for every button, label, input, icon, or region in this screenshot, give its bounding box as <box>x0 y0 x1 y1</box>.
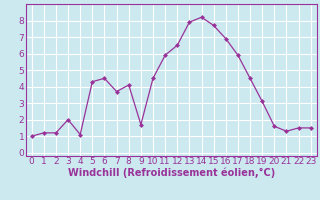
X-axis label: Windchill (Refroidissement éolien,°C): Windchill (Refroidissement éolien,°C) <box>68 168 275 178</box>
